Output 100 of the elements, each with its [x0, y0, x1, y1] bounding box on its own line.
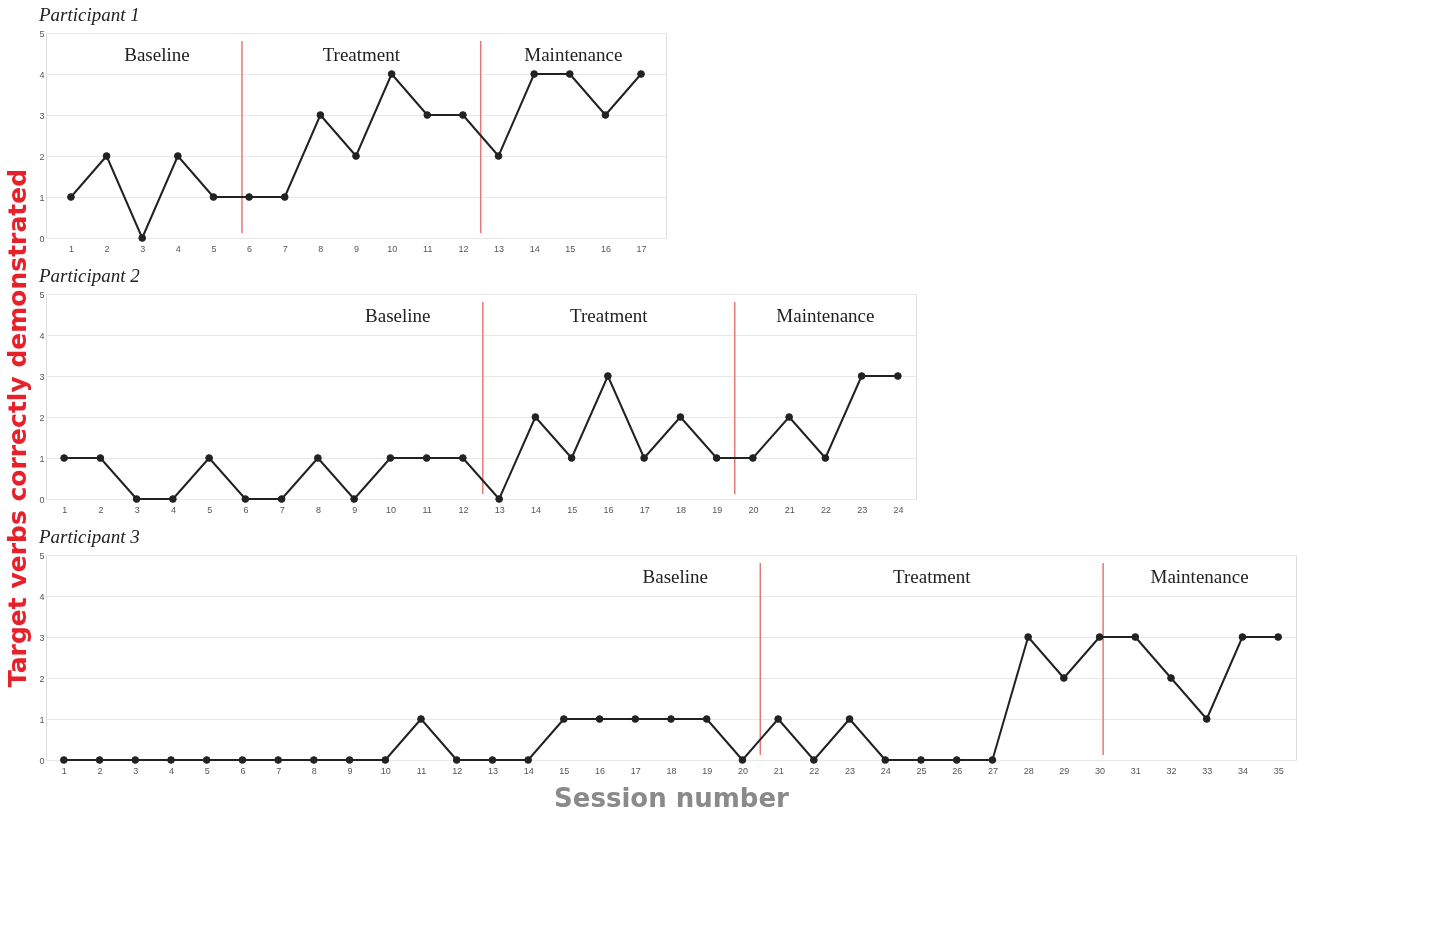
x-tick-label: 31 — [1130, 765, 1141, 776]
x-tick-label: 9 — [353, 243, 360, 254]
point — [1274, 633, 1282, 641]
x-tick-label: 24 — [893, 504, 904, 515]
point — [524, 756, 532, 764]
x-tick-label: 25 — [916, 765, 927, 776]
chart-title: Participant 3 — [37, 526, 140, 547]
y-tick-label: 5 — [39, 289, 45, 300]
point — [314, 454, 322, 462]
point — [531, 413, 540, 421]
y-tick-label: 4 — [39, 330, 45, 341]
point — [316, 111, 325, 119]
point — [667, 715, 675, 723]
annotation: Baseline — [365, 305, 431, 326]
x-tick-label: 8 — [311, 765, 317, 776]
x-tick-label: 13 — [494, 243, 505, 254]
point — [1167, 674, 1175, 682]
x-tick-label: 23 — [845, 765, 856, 776]
x-tick-label: 13 — [494, 504, 505, 515]
y-tick-label: 3 — [39, 632, 45, 643]
y-tick-label: 2 — [39, 151, 45, 162]
x-tick-label: 26 — [952, 765, 963, 776]
y-tick-label: 2 — [39, 673, 45, 684]
x-tick-label: 14 — [530, 504, 541, 515]
point — [274, 756, 282, 764]
point — [386, 454, 395, 462]
point — [567, 454, 576, 462]
x-tick-label: 9 — [352, 504, 358, 515]
x-tick-label: 15 — [565, 243, 576, 254]
point — [676, 413, 685, 421]
x-tick-label: 13 — [487, 765, 498, 776]
point — [169, 495, 177, 503]
x-tick-label: 17 — [639, 504, 650, 515]
x-tick-label: 4 — [168, 765, 175, 776]
x-tick-label: 11 — [416, 765, 427, 776]
point — [277, 495, 286, 503]
point — [241, 495, 250, 503]
x-tick-label: 11 — [423, 243, 433, 254]
point — [601, 111, 610, 119]
x-tick-label: 5 — [207, 504, 213, 515]
y-tick-label: 3 — [39, 371, 45, 382]
y-tick-label: 0 — [39, 494, 45, 505]
point — [132, 495, 141, 503]
annotation: Maintenance — [1150, 566, 1249, 587]
x-tick-label: 2 — [104, 243, 110, 254]
point — [952, 756, 961, 764]
annotation: Maintenance — [776, 305, 875, 326]
point — [1202, 715, 1211, 723]
x-tick-label: 16 — [600, 243, 611, 254]
y-tick-label: 3 — [39, 110, 45, 121]
x-tick-label: 22 — [809, 765, 820, 776]
point — [494, 152, 503, 160]
x-tick-label: 7 — [276, 765, 282, 776]
x-tick-label: 18 — [666, 765, 677, 776]
point — [60, 756, 68, 764]
annotation: Treatment — [322, 44, 401, 65]
point — [595, 715, 604, 723]
x-tick-label: 12 — [452, 765, 463, 776]
y-tick-label: 1 — [39, 714, 45, 725]
x-tick-label: 10 — [380, 765, 391, 776]
point — [565, 70, 574, 78]
point — [452, 756, 461, 764]
point — [637, 70, 645, 78]
x-tick-label: 12 — [458, 504, 469, 515]
point — [774, 715, 782, 723]
point — [894, 372, 902, 380]
point — [245, 193, 253, 201]
x-tick-label: 6 — [240, 765, 246, 776]
x-tick-label: 19 — [702, 765, 713, 776]
x-tick-label: 10 — [387, 243, 398, 254]
x-tick-label: 17 — [630, 765, 641, 776]
y-tick-label: 1 — [39, 192, 45, 203]
x-tick-label: 16 — [603, 504, 614, 515]
x-tick-label: 22 — [820, 504, 831, 515]
x-tick-label: 3 — [140, 243, 146, 254]
point — [738, 756, 747, 764]
point — [280, 193, 289, 201]
point — [640, 454, 648, 462]
point — [352, 152, 360, 160]
point — [95, 756, 104, 764]
point — [488, 756, 497, 764]
x-tick-label: 15 — [559, 765, 570, 776]
y-tick-label: 5 — [39, 550, 45, 561]
point — [387, 70, 396, 78]
annotation: Treatment — [893, 566, 972, 587]
point — [749, 454, 757, 462]
x-tick-label: 35 — [1273, 765, 1284, 776]
point — [702, 715, 711, 723]
x-tick-label: 5 — [204, 765, 210, 776]
point — [821, 454, 830, 462]
point — [631, 715, 640, 723]
x-tick-label: 19 — [712, 504, 723, 515]
point — [810, 756, 818, 764]
x-tick-label: 27 — [987, 765, 998, 776]
x-tick-label: 7 — [282, 243, 288, 254]
point — [530, 70, 539, 78]
x-tick-label: 11 — [422, 504, 432, 515]
point — [1024, 633, 1032, 641]
point — [381, 756, 390, 764]
x-tick-label: 7 — [279, 504, 285, 515]
